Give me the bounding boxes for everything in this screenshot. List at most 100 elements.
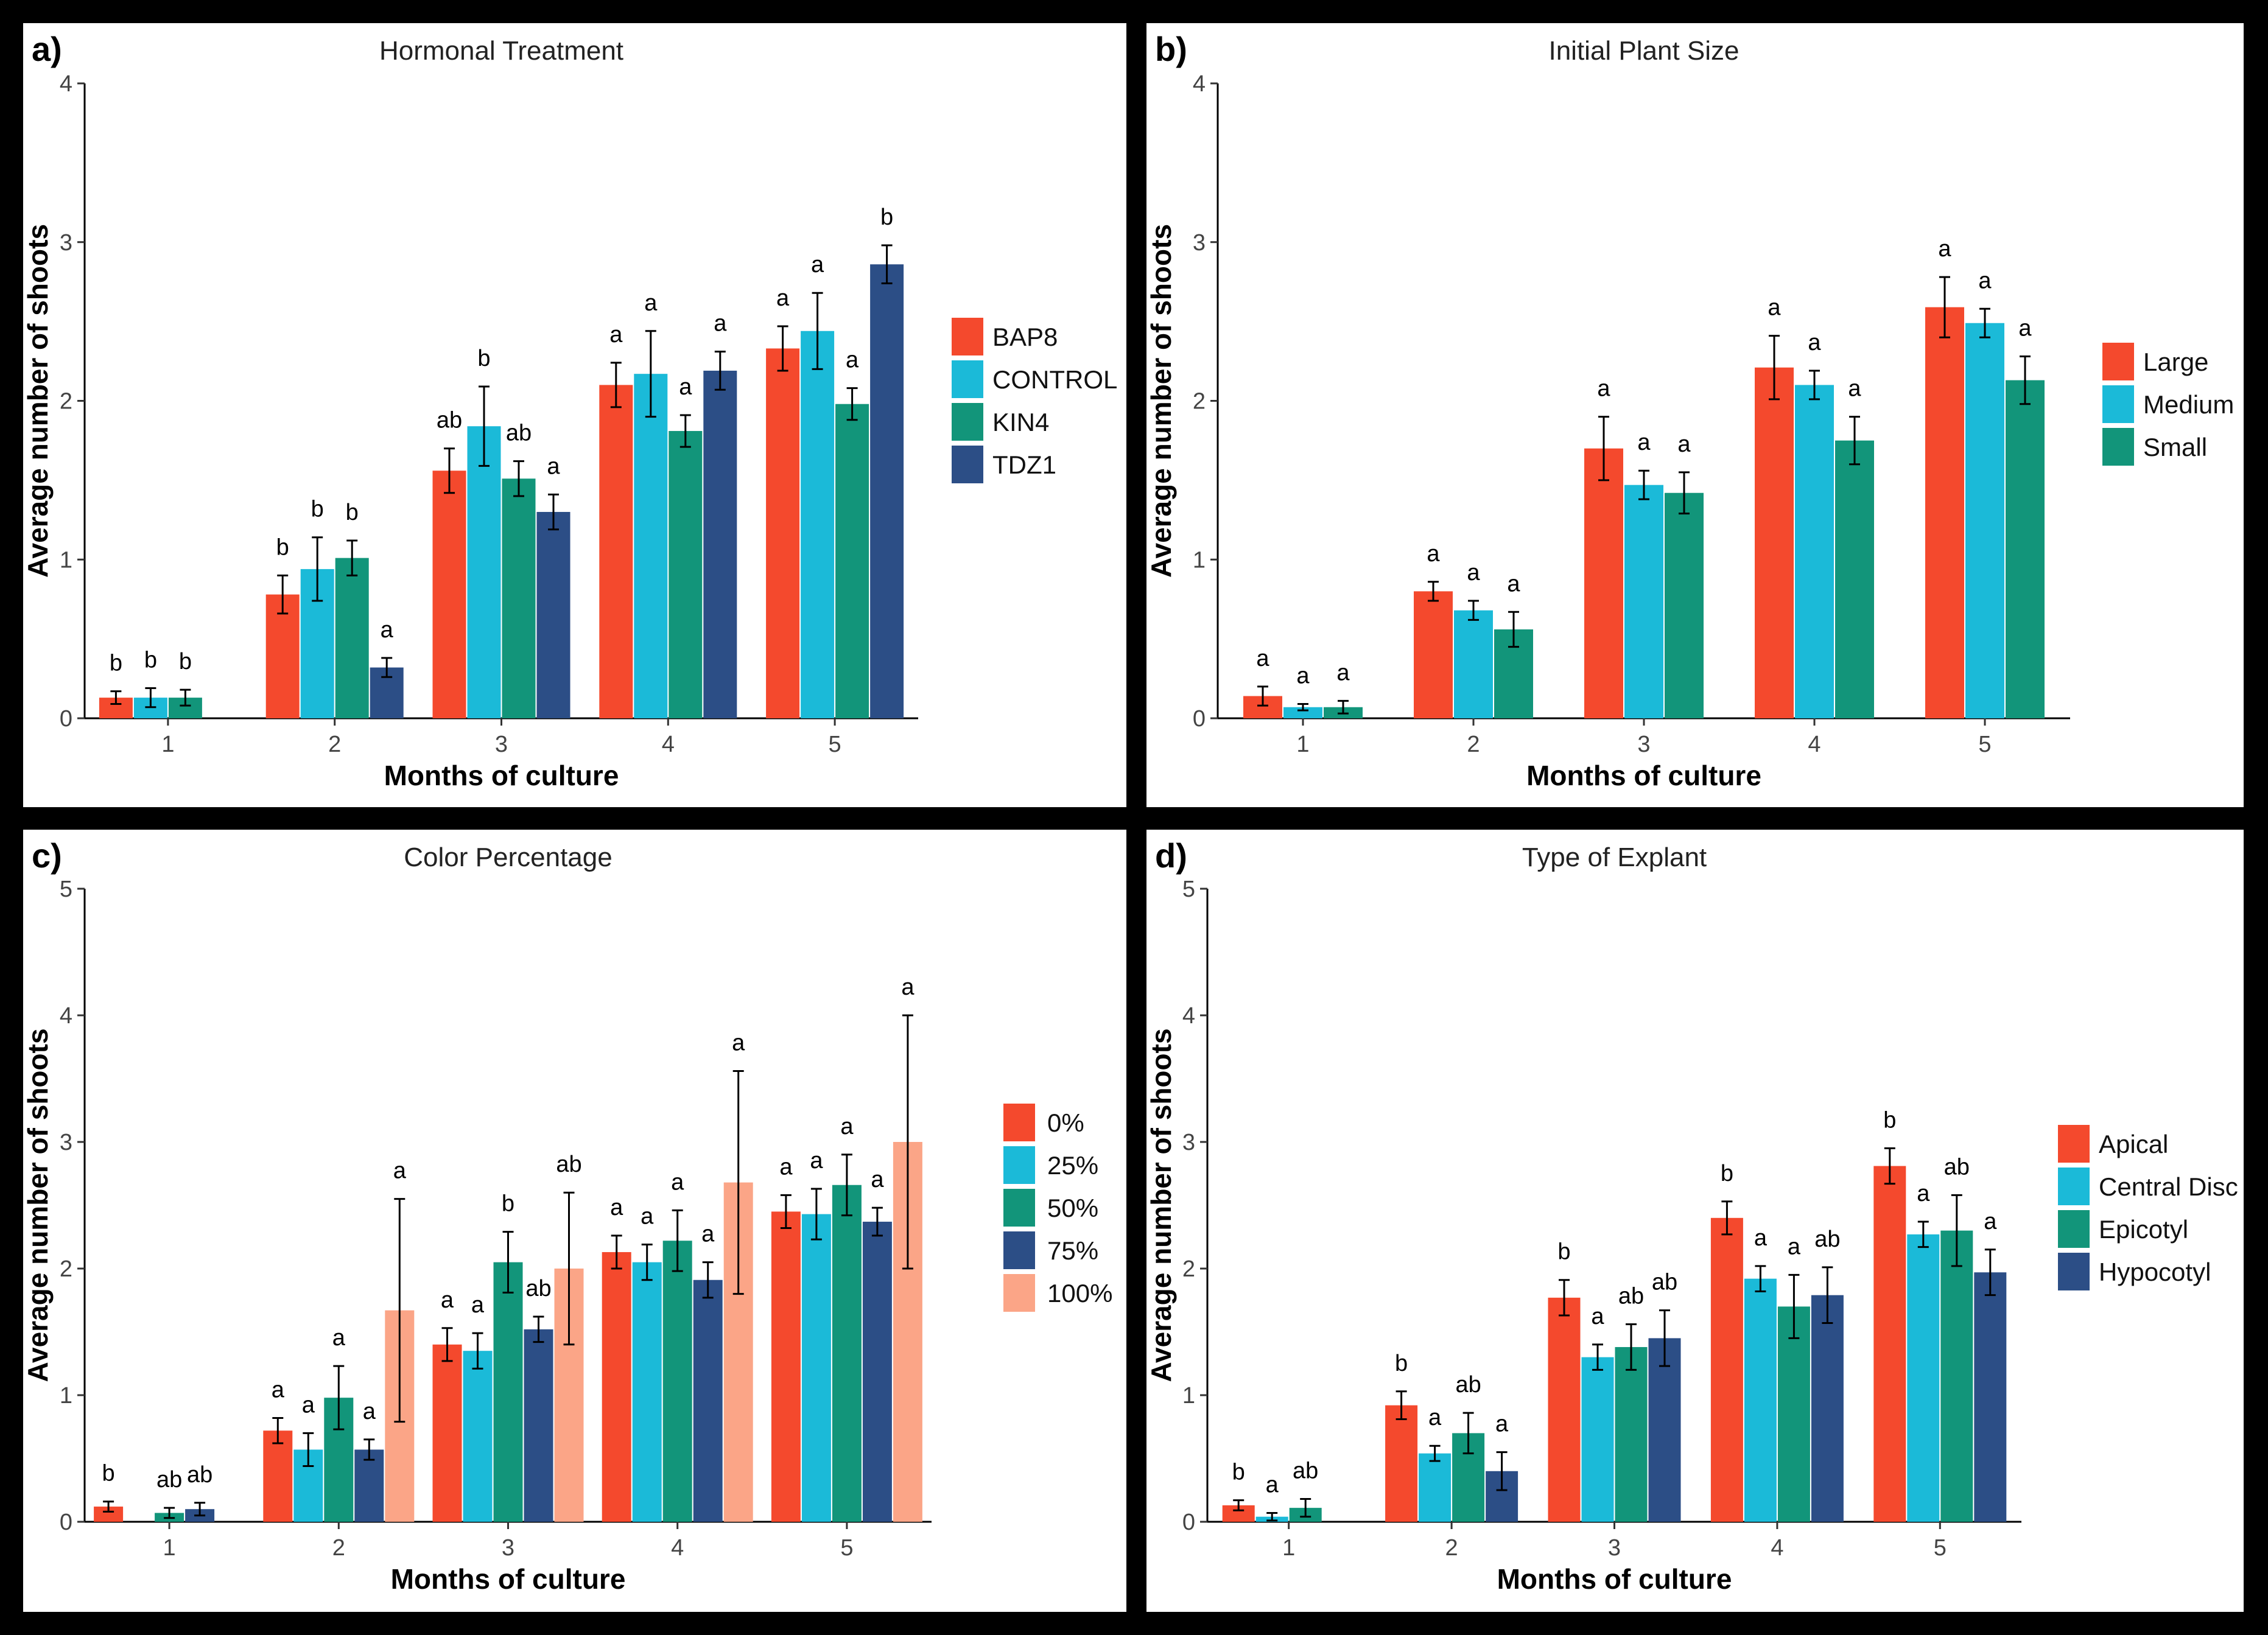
bar bbox=[1873, 1166, 1906, 1522]
y-tick-label: 2 bbox=[1193, 389, 1206, 415]
x-tick-label: 1 bbox=[161, 732, 174, 757]
bar bbox=[1548, 1297, 1581, 1522]
bar bbox=[669, 431, 703, 718]
significance-letter: a bbox=[1427, 541, 1440, 567]
bar bbox=[870, 264, 904, 718]
bar bbox=[524, 1329, 553, 1522]
bar bbox=[1940, 1230, 1973, 1522]
significance-letter: b bbox=[1232, 1460, 1245, 1485]
bar bbox=[432, 1344, 462, 1522]
significance-letter: a bbox=[811, 252, 824, 278]
bar bbox=[771, 1211, 801, 1522]
significance-letter: ab bbox=[1293, 1458, 1318, 1484]
bar bbox=[1974, 1272, 2007, 1522]
y-tick-label: 0 bbox=[60, 706, 72, 732]
significance-letter: ab bbox=[1652, 1270, 1677, 1295]
y-tick-label: 2 bbox=[60, 389, 72, 415]
legend-label: 25% bbox=[1047, 1151, 1098, 1180]
y-axis-label: Average number of shoots bbox=[1145, 1028, 1177, 1382]
x-tick-label: 3 bbox=[1637, 732, 1650, 757]
y-tick-label: 1 bbox=[60, 1383, 72, 1409]
legend-label: Medium bbox=[2143, 390, 2234, 419]
y-tick-label: 1 bbox=[60, 547, 72, 573]
y-tick-label: 0 bbox=[1193, 706, 1206, 732]
significance-letter: ab bbox=[437, 408, 462, 433]
significance-letter: ab bbox=[1618, 1284, 1644, 1309]
panel-a-hormonal-treatment: a) Hormonal Treatment 0 1 2 3 4 Average number … bbox=[22, 23, 1126, 807]
significance-letter: b bbox=[144, 647, 157, 673]
legend-label: Epicotyl bbox=[2099, 1215, 2188, 1244]
bar bbox=[1925, 307, 1964, 719]
bar bbox=[1454, 610, 1493, 718]
legend-swatch bbox=[2102, 385, 2134, 423]
significance-letter: a bbox=[381, 617, 394, 643]
x-tick-label: 5 bbox=[1978, 732, 1991, 757]
significance-letter: ab bbox=[506, 421, 532, 446]
legend-label: BAP8 bbox=[992, 323, 1058, 351]
x-tick-label: 3 bbox=[502, 1535, 514, 1561]
bar bbox=[354, 1449, 384, 1522]
significance-letter: b bbox=[102, 1461, 115, 1486]
significance-letter: ab bbox=[1455, 1372, 1481, 1398]
significance-letter: a bbox=[1507, 571, 1520, 597]
y-tick-label: 2 bbox=[60, 1256, 72, 1282]
significance-letter: a bbox=[1256, 646, 1269, 671]
panel-c-color-percentage: c) Color Percentage 0 1 2 3 4 5 Average number o… bbox=[22, 830, 1126, 1612]
significance-letter: a bbox=[714, 311, 727, 337]
chart-title: Type of Explant bbox=[1522, 842, 1707, 872]
legend-swatch bbox=[2102, 343, 2134, 380]
y-tick-label: 4 bbox=[60, 1003, 72, 1029]
bar bbox=[599, 385, 633, 718]
legend-label: TDZ1 bbox=[992, 450, 1056, 479]
significance-letter: a bbox=[1296, 663, 1310, 689]
legend-label: 75% bbox=[1047, 1236, 1098, 1265]
significance-letter: a bbox=[1788, 1234, 1801, 1259]
legend-swatch bbox=[1003, 1274, 1035, 1312]
significance-letter: a bbox=[272, 1377, 285, 1402]
significance-letter: b bbox=[110, 651, 122, 676]
bar bbox=[1811, 1295, 1844, 1522]
significance-letter: ab bbox=[187, 1462, 212, 1488]
significance-letter: a bbox=[363, 1399, 376, 1424]
legend-swatch bbox=[1003, 1104, 1035, 1141]
x-tick-label: 5 bbox=[829, 732, 841, 757]
significance-letter: b bbox=[880, 205, 893, 230]
legend-swatch bbox=[2058, 1125, 2090, 1163]
significance-letter: a bbox=[609, 322, 623, 348]
significance-letter: a bbox=[776, 285, 790, 311]
significance-letter: a bbox=[1938, 236, 1951, 262]
significance-letter: a bbox=[732, 1031, 745, 1056]
bar bbox=[801, 1214, 831, 1522]
significance-letter: a bbox=[610, 1195, 623, 1220]
x-tick-label: 1 bbox=[1296, 732, 1309, 757]
significance-letter: a bbox=[644, 290, 658, 316]
bar bbox=[1419, 1453, 1452, 1522]
y-tick-label: 4 bbox=[1182, 1003, 1195, 1029]
significance-letter: a bbox=[1677, 432, 1691, 457]
bar bbox=[1414, 591, 1453, 718]
significance-letter: a bbox=[1428, 1405, 1442, 1430]
significance-letter: a bbox=[810, 1148, 823, 1174]
legend-label: KIN4 bbox=[992, 408, 1049, 436]
significance-letter: a bbox=[1768, 295, 1781, 321]
bar bbox=[467, 426, 501, 718]
significance-letter: a bbox=[840, 1114, 854, 1140]
significance-letter: b bbox=[1721, 1161, 1733, 1186]
x-tick-label: 2 bbox=[1467, 732, 1480, 757]
legend-label: Apical bbox=[2099, 1130, 2168, 1158]
bar bbox=[1744, 1278, 1777, 1522]
panel-label: c) bbox=[32, 836, 62, 875]
bar bbox=[835, 404, 869, 718]
significance-letter: a bbox=[1637, 430, 1651, 455]
significance-letter: b bbox=[1557, 1239, 1570, 1265]
significance-letter: a bbox=[471, 1292, 485, 1318]
bar bbox=[1385, 1405, 1418, 1522]
x-axis-label: Months of culture bbox=[384, 760, 619, 791]
panel-d-type-of-explant: d) Type of Explant 0 1 2 3 4 5 Average number of… bbox=[1145, 830, 2244, 1612]
legend-swatch bbox=[952, 318, 983, 355]
significance-letter: ab bbox=[1814, 1227, 1840, 1252]
significance-letter: b bbox=[502, 1191, 514, 1217]
significance-letter: b bbox=[346, 500, 359, 525]
x-tick-label: 5 bbox=[1934, 1535, 1947, 1561]
panel-label: a) bbox=[32, 30, 62, 68]
